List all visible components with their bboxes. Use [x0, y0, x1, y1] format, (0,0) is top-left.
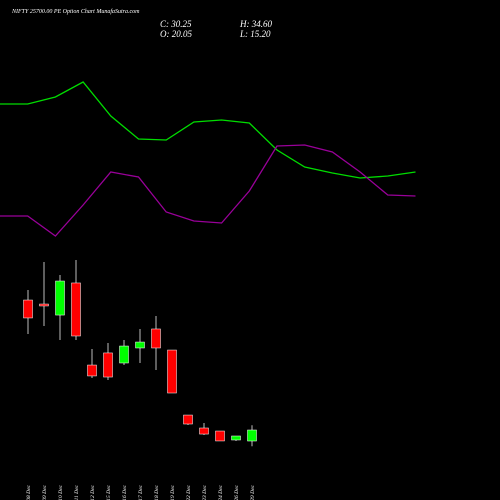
- indicator-line: [0, 81, 416, 179]
- x-tick-label: 08 Dec: [26, 484, 32, 500]
- candle-body: [247, 429, 257, 442]
- candle-body: [183, 414, 193, 425]
- candle-body: [135, 341, 145, 349]
- candle-body: [87, 364, 97, 377]
- low-label: L: 15.20: [239, 29, 271, 39]
- x-tick-label: 18 Dec: [154, 484, 160, 500]
- candle-body: [103, 352, 113, 378]
- high-label: H: 34.60: [239, 19, 272, 29]
- x-tick-label: 19 Dec: [170, 484, 176, 500]
- candle-body: [71, 282, 81, 337]
- x-tick-label: 11 Dec: [74, 484, 80, 500]
- x-tick-label: 09 Dec: [42, 484, 48, 500]
- indicator-line: [0, 144, 416, 237]
- x-tick-label: 15 Dec: [106, 484, 112, 500]
- x-tick-label: 22 Dec: [186, 484, 192, 500]
- candle-body: [167, 349, 177, 394]
- candle-body: [151, 328, 161, 349]
- x-tick-label: 29 Dec: [250, 484, 256, 500]
- candle-body: [231, 435, 241, 441]
- x-tick-label: 24 Dec: [217, 484, 224, 500]
- x-tick-label: 17 Dec: [138, 484, 144, 500]
- x-tick-label: 10 Dec: [58, 484, 64, 500]
- candle-body: [23, 299, 33, 319]
- x-tick-label: 23 Dec: [202, 484, 208, 500]
- x-tick-label: 12 Dec: [90, 484, 96, 500]
- open-label: O: 20.05: [160, 29, 192, 39]
- close-label: C: 30.25: [160, 19, 192, 29]
- candle-body: [199, 427, 209, 435]
- x-tick-label: 16 Dec: [122, 484, 128, 500]
- candle-body: [215, 430, 225, 442]
- candle-body: [39, 303, 49, 307]
- candle-body: [119, 345, 129, 364]
- chart-title: NIFTY 25700.00 PE Option Chart MunafaSut…: [11, 8, 140, 15]
- x-tick-label: 26 Dec: [234, 484, 240, 500]
- candle-body: [55, 280, 65, 316]
